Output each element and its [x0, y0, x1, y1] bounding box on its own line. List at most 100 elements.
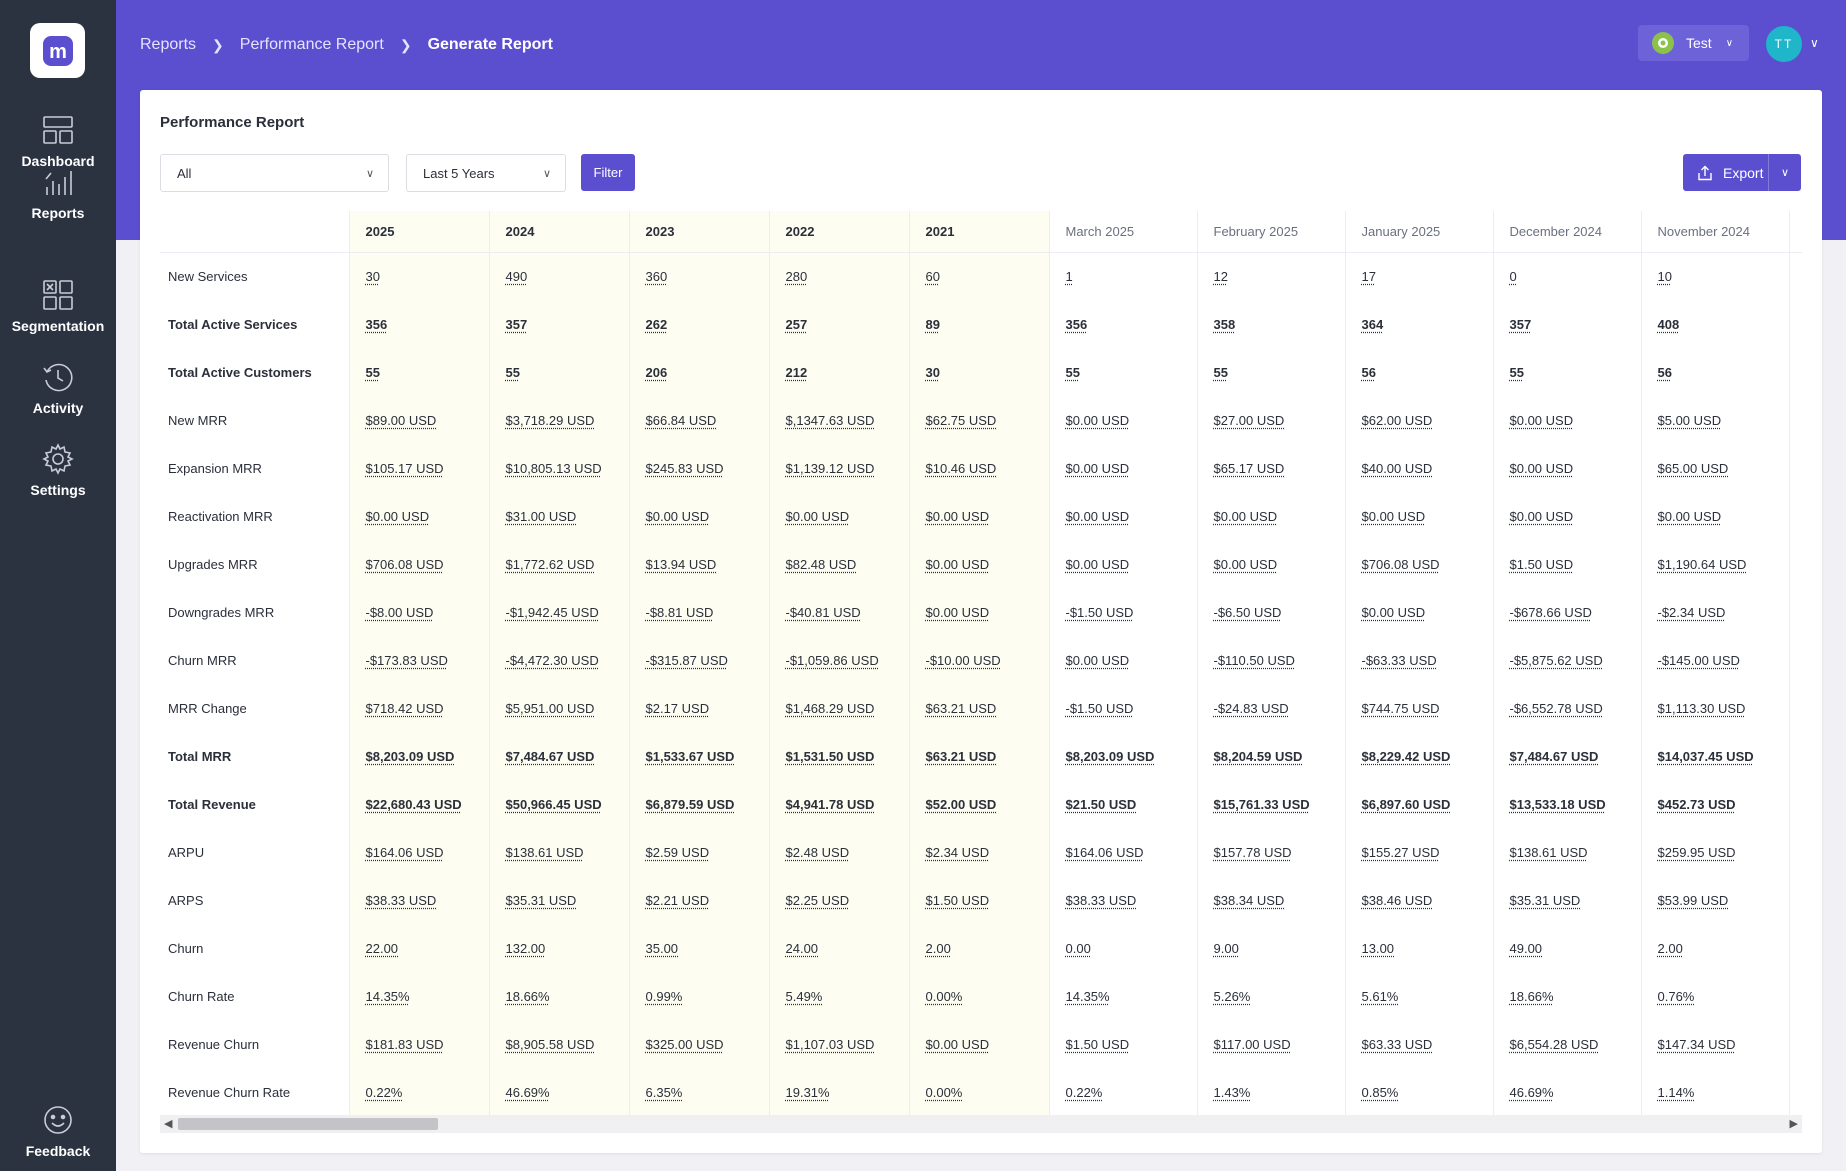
metric-value-link[interactable]: $245.83 USD — [645, 460, 724, 476]
metric-value-link[interactable]: 60 — [925, 268, 940, 284]
metric-value-link[interactable]: $38.33 USD — [365, 892, 437, 908]
metric-value-link[interactable]: $0.00 USD — [1361, 604, 1426, 620]
metric-value-link[interactable]: $706.08 USD — [365, 556, 444, 572]
metric-value-link[interactable]: 55 — [1213, 364, 1228, 380]
metric-value-link[interactable]: $,1347.63 USD — [785, 412, 875, 428]
metric-value-link[interactable]: 0.00% — [925, 988, 963, 1004]
metric-value-link[interactable]: -$173.83 USD — [365, 652, 448, 668]
metric-value-link[interactable]: $7,484.67 USD — [505, 748, 595, 764]
metric-value-link[interactable]: 5.49% — [785, 988, 823, 1004]
metric-value-link[interactable]: $1,190.64 USD — [1657, 556, 1747, 572]
metric-value-link[interactable]: $181.83 USD — [365, 1036, 444, 1052]
metric-value-link[interactable]: $6,897.60 USD — [1361, 796, 1451, 812]
metric-value-link[interactable]: -$2.34 USD — [1657, 604, 1726, 620]
metric-value-link[interactable]: 1 — [1065, 268, 1073, 284]
metric-value-link[interactable]: $65.17 USD — [1213, 460, 1285, 476]
metric-value-link[interactable]: 0.00% — [925, 1084, 963, 1100]
metric-value-link[interactable]: 19.31% — [785, 1084, 830, 1100]
metric-value-link[interactable]: 13.00 — [1361, 940, 1395, 956]
metric-value-link[interactable]: -$1.50 USD — [1065, 604, 1134, 620]
metric-value-link[interactable]: $452.73 USD — [1657, 796, 1736, 812]
metric-value-link[interactable]: $53.99 USD — [1657, 892, 1729, 908]
metric-value-link[interactable]: 18.66% — [1509, 988, 1554, 1004]
metric-value-link[interactable]: $1,468.29 USD — [785, 700, 875, 716]
metric-value-link[interactable]: 212 — [785, 364, 808, 380]
metric-value-link[interactable]: $65.00 USD — [1657, 460, 1729, 476]
metric-value-link[interactable]: $325.00 USD — [645, 1036, 724, 1052]
feedback-button[interactable]: Feedback — [0, 1103, 116, 1159]
metric-value-link[interactable]: $0.00 USD — [645, 508, 710, 524]
metric-value-link[interactable]: 46.69% — [505, 1084, 550, 1100]
metric-value-link[interactable]: $2.17 USD — [645, 700, 710, 716]
app-logo[interactable]: m — [30, 23, 85, 78]
metric-value-link[interactable]: 6.35% — [645, 1084, 683, 1100]
sidebar-item-reports[interactable]: Reports — [0, 165, 116, 221]
breadcrumb-reports[interactable]: Reports — [140, 36, 197, 53]
metric-value-link[interactable]: 35.00 — [645, 940, 679, 956]
horizontal-scrollbar[interactable]: ◀ ▶ — [160, 1115, 1802, 1133]
metric-value-link[interactable]: 0.85% — [1361, 1084, 1399, 1100]
metric-value-link[interactable]: $706.08 USD — [1361, 556, 1440, 572]
metric-value-link[interactable]: 24.00 — [785, 940, 819, 956]
metric-value-link[interactable]: $0.00 USD — [1065, 556, 1130, 572]
metric-value-link[interactable]: 12 — [1213, 268, 1228, 284]
metric-value-link[interactable]: $2.59 USD — [645, 844, 710, 860]
metric-value-link[interactable]: $62.75 USD — [925, 412, 997, 428]
metric-value-link[interactable]: -$678.66 USD — [1509, 604, 1592, 620]
metric-value-link[interactable]: 55 — [505, 364, 520, 380]
metric-value-link[interactable]: $1,772.62 USD — [505, 556, 595, 572]
metric-value-link[interactable]: $35.31 USD — [505, 892, 577, 908]
metric-value-link[interactable]: -$8.81 USD — [645, 604, 714, 620]
metric-value-link[interactable]: $1,113.30 USD — [1657, 700, 1746, 716]
metric-value-link[interactable]: $6,879.59 USD — [645, 796, 735, 812]
metric-value-link[interactable]: $66.84 USD — [645, 412, 717, 428]
metric-value-link[interactable]: $27.00 USD — [1213, 412, 1285, 428]
metric-value-link[interactable]: 1.43% — [1213, 1084, 1251, 1100]
metric-value-link[interactable]: $10.46 USD — [925, 460, 997, 476]
breadcrumb-performance-report[interactable]: Performance Report — [239, 36, 384, 53]
metric-value-link[interactable]: 2.00 — [1657, 940, 1683, 956]
chevron-down-icon[interactable]: ∨ — [1810, 36, 1819, 50]
metric-value-link[interactable]: 2.00 — [925, 940, 951, 956]
metric-value-link[interactable]: $0.00 USD — [1509, 460, 1574, 476]
filter-button[interactable]: Filter — [581, 154, 635, 191]
metric-value-link[interactable]: 0.00 — [1065, 940, 1091, 956]
customer-filter-select[interactable]: All ∨ — [160, 154, 389, 192]
sidebar-item-settings[interactable]: Settings — [0, 442, 116, 498]
sidebar-item-activity[interactable]: Activity — [0, 360, 116, 416]
scrollbar-thumb[interactable] — [178, 1118, 438, 1130]
metric-value-link[interactable]: $1.50 USD — [1509, 556, 1574, 572]
metric-value-link[interactable]: $138.61 USD — [505, 844, 584, 860]
metric-value-link[interactable]: $62.00 USD — [1361, 412, 1433, 428]
metric-value-link[interactable]: 55 — [1065, 364, 1080, 380]
metric-value-link[interactable]: $8,229.42 USD — [1361, 748, 1451, 764]
metric-value-link[interactable]: 22.00 — [365, 940, 399, 956]
metric-value-link[interactable]: $63.21 USD — [925, 700, 997, 716]
metric-value-link[interactable]: $1,531.50 USD — [785, 748, 875, 764]
metric-value-link[interactable]: 56 — [1657, 364, 1672, 380]
metric-value-link[interactable]: 14.35% — [365, 988, 410, 1004]
metric-value-link[interactable]: -$4,472.30 USD — [505, 652, 599, 668]
metric-value-link[interactable]: -$40.81 USD — [785, 604, 861, 620]
metric-value-link[interactable]: $1,107.03 USD — [785, 1036, 875, 1052]
metric-value-link[interactable]: $35.31 USD — [1509, 892, 1581, 908]
metric-value-link[interactable]: $3,718.29 USD — [505, 412, 595, 428]
metric-value-link[interactable]: 30 — [925, 364, 940, 380]
scroll-right-icon[interactable]: ▶ — [1789, 1118, 1798, 1130]
metric-value-link[interactable]: $50,966.45 USD — [505, 796, 602, 812]
metric-value-link[interactable]: $38.34 USD — [1213, 892, 1285, 908]
metric-value-link[interactable]: $8,203.09 USD — [365, 748, 455, 764]
metric-value-link[interactable]: -$10.00 USD — [925, 652, 1001, 668]
metric-value-link[interactable]: $259.95 USD — [1657, 844, 1736, 860]
metric-value-link[interactable]: 356 — [1065, 316, 1088, 332]
metric-value-link[interactable]: $0.00 USD — [925, 556, 990, 572]
metric-value-link[interactable]: 257 — [785, 316, 808, 332]
metric-value-link[interactable]: 0 — [1509, 268, 1517, 284]
metric-value-link[interactable]: 408 — [1657, 316, 1680, 332]
metric-value-link[interactable]: $63.21 USD — [925, 748, 997, 764]
metric-value-link[interactable]: $0.00 USD — [925, 604, 990, 620]
metric-value-link[interactable]: $138.61 USD — [1509, 844, 1588, 860]
metric-value-link[interactable]: 89 — [925, 316, 940, 332]
metric-value-link[interactable]: $21.50 USD — [1065, 796, 1137, 812]
metric-value-link[interactable]: -$6,552.78 USD — [1509, 700, 1603, 716]
